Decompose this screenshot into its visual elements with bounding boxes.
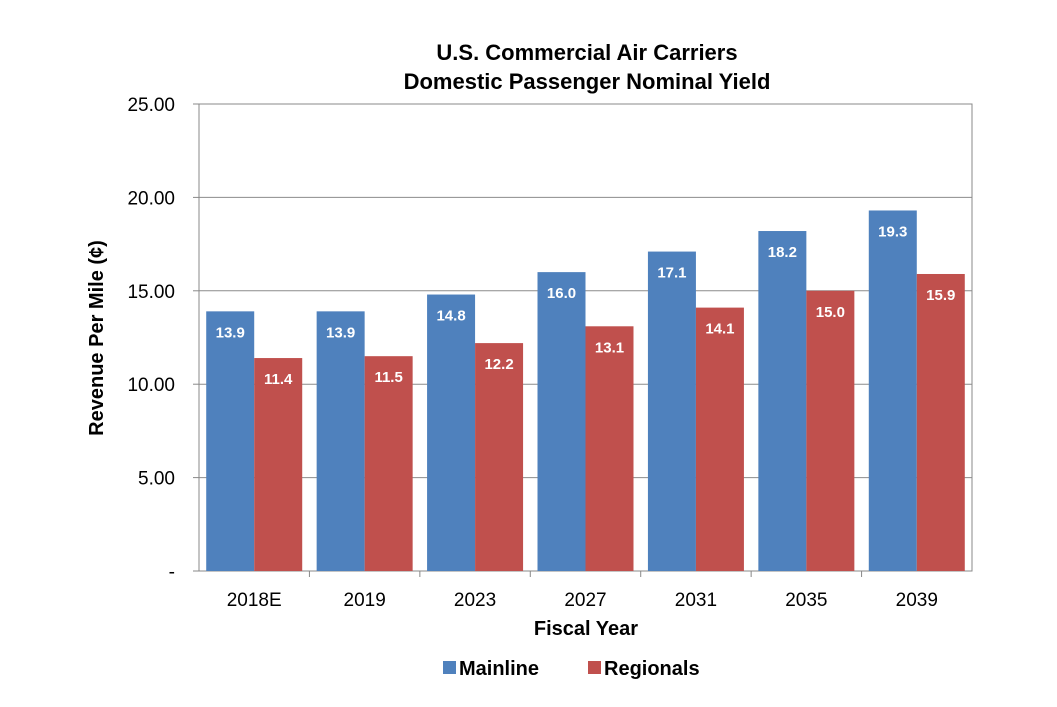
x-tick-label: 2035 <box>785 590 827 611</box>
legend-swatch <box>588 661 601 674</box>
y-tick-label: 25.00 <box>127 95 175 116</box>
x-tick-label: 2031 <box>675 590 717 611</box>
bar-regionals <box>475 343 524 571</box>
data-label: 13.9 <box>326 324 355 341</box>
y-tick-label: 10.00 <box>127 375 175 396</box>
y-tick-label: 20.00 <box>127 188 175 209</box>
data-label: 14.8 <box>436 308 465 325</box>
x-axis-ticks: 2018E 2019 2023 2027 2031 2035 2039 <box>227 571 938 611</box>
bar-mainline <box>316 311 365 571</box>
bar-mainline <box>537 272 586 571</box>
data-label: 14.1 <box>705 321 734 338</box>
data-label: 12.2 <box>484 356 513 373</box>
y-tick-label: - <box>169 562 175 583</box>
legend-swatch <box>443 661 456 674</box>
chart-title-line-2: Domestic Passenger Nominal Yield <box>404 69 771 94</box>
data-label: 15.9 <box>926 287 955 304</box>
bar-regionals <box>254 358 303 571</box>
x-tick-label: 2027 <box>564 590 606 611</box>
data-labels: 13.9 11.4 13.9 11.5 14.8 12.2 16.0 13.1 17.1 14.1… <box>216 223 956 388</box>
x-axis-title: Fiscal Year <box>534 618 638 640</box>
data-label: 18.2 <box>768 244 797 261</box>
data-label: 17.1 <box>657 265 686 282</box>
y-axis-ticks: - 5.00 10.00 15.00 20.00 25.00 <box>127 95 199 583</box>
chart-title: U.S. Commercial Air Carriers Domestic Pa… <box>404 40 771 94</box>
bar-regionals <box>916 273 965 571</box>
bar-mainline <box>647 251 696 571</box>
legend-label: Regionals <box>604 658 700 680</box>
legend-label: Mainline <box>459 658 539 680</box>
y-axis-title: Revenue Per Mile (¢) <box>86 240 108 436</box>
x-tick-label: 2018E <box>227 590 282 611</box>
legend-item-regionals: Regionals <box>588 658 700 680</box>
legend-item-mainline: Mainline <box>443 658 539 680</box>
data-label: 11.5 <box>374 369 402 386</box>
chart-title-line-1: U.S. Commercial Air Carriers <box>436 40 737 65</box>
x-tick-label: 2019 <box>344 590 386 611</box>
x-tick-label: 2039 <box>896 590 938 611</box>
data-label: 11.4 <box>264 371 293 388</box>
data-label: 16.0 <box>547 285 576 302</box>
bar-mainline <box>427 294 476 571</box>
bar-regionals <box>585 326 634 571</box>
bar-regionals <box>806 290 855 571</box>
x-tick-label: 2023 <box>454 590 496 611</box>
bar-mainline <box>758 231 807 572</box>
data-label: 13.9 <box>216 324 245 341</box>
bar-mainline <box>206 311 255 571</box>
legend: Mainline Regionals <box>443 658 700 680</box>
y-tick-label: 5.00 <box>138 469 175 490</box>
data-label: 19.3 <box>878 223 907 240</box>
bar-regionals <box>695 307 744 571</box>
bars <box>206 210 965 572</box>
bar-regionals <box>364 356 413 571</box>
y-tick-label: 15.00 <box>127 282 175 303</box>
bar-mainline <box>868 210 917 571</box>
data-label: 15.0 <box>816 304 845 321</box>
data-label: 13.1 <box>595 339 624 356</box>
